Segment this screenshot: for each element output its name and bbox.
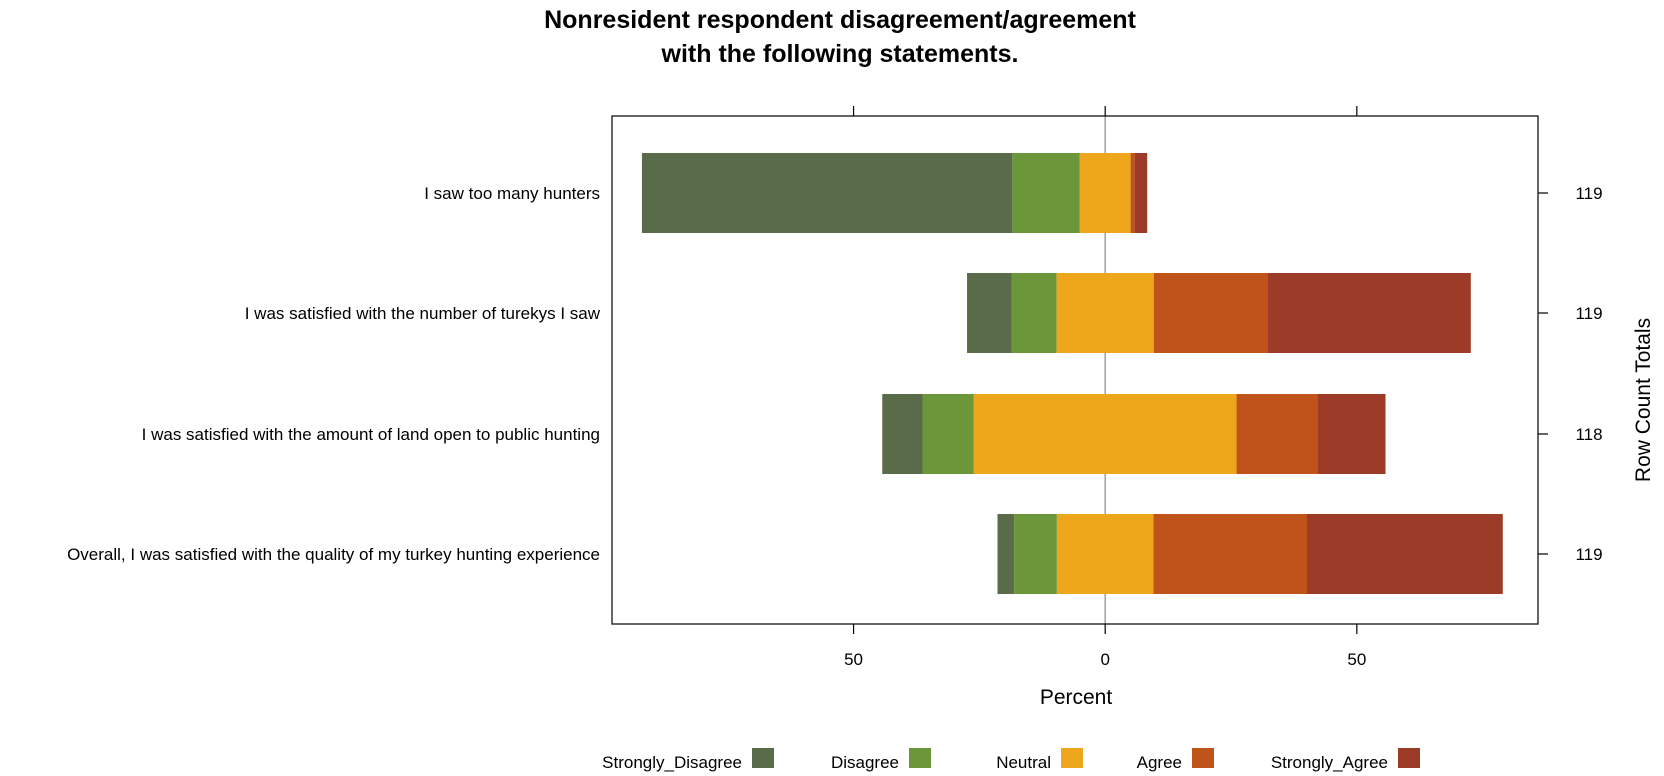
- bar-strongly-disagree-row-2: [967, 273, 1012, 353]
- right-axis-title: Row Count Totals: [1632, 318, 1655, 482]
- legend-label: Agree: [1137, 753, 1182, 772]
- row-total-label: 119: [1575, 184, 1602, 203]
- category-label: I saw too many hunters: [424, 184, 600, 203]
- bar-agree-row-1: [1130, 153, 1135, 233]
- legend-label: Neutral: [996, 753, 1051, 772]
- bar-agree-row-2: [1153, 273, 1269, 353]
- legend-swatch-disagree: [909, 748, 931, 768]
- legend-label: Strongly_Disagree: [602, 753, 742, 772]
- row-total-label: 119: [1575, 304, 1602, 323]
- bar-neutral-row-4: [1056, 514, 1154, 594]
- x-tick-label: 0: [1100, 650, 1109, 669]
- legend-swatch-neutral: [1061, 748, 1083, 768]
- bar-strongly-disagree-row-1: [641, 153, 1013, 233]
- bar-strongly-disagree-row-4: [997, 514, 1015, 594]
- category-label: I was satisfied with the amount of land …: [142, 425, 600, 444]
- bar-strongly-agree-row-1: [1134, 153, 1148, 233]
- x-tick-label: 50: [1347, 650, 1366, 669]
- bar-strongly-agree-row-2: [1268, 273, 1471, 353]
- category-label: I was satisfied with the number of turek…: [245, 304, 601, 323]
- legend-swatch-agree: [1192, 748, 1214, 768]
- bar-strongly-disagree-row-3: [882, 394, 923, 474]
- chart-title-line-2: with the following statements.: [661, 40, 1019, 68]
- plot-frame: [611, 115, 1539, 625]
- bar-disagree-row-3: [922, 394, 974, 474]
- legend: Strongly_Disagree Disagree Neutral Agree Str…: [602, 748, 1420, 772]
- x-tick-label: 50: [844, 650, 863, 669]
- bar-strongly-agree-row-3: [1317, 394, 1386, 474]
- bar-neutral-row-3: [973, 394, 1237, 474]
- chart-title-line-1: Nonresident respondent disagreement/agre…: [544, 6, 1136, 34]
- legend-label: Strongly_Agree: [1271, 753, 1388, 772]
- category-label: Overall, I was satisfied with the qualit…: [67, 545, 600, 564]
- row-total-label: 118: [1575, 425, 1602, 444]
- bar-agree-row-4: [1153, 514, 1308, 594]
- bar-disagree-row-1: [1012, 153, 1080, 233]
- bar-neutral-row-1: [1079, 153, 1131, 233]
- bar-disagree-row-4: [1014, 514, 1057, 594]
- bar-neutral-row-2: [1056, 273, 1154, 353]
- legend-label: Disagree: [831, 753, 899, 772]
- legend-swatch-strongly-disagree: [752, 748, 774, 768]
- bar-strongly-agree-row-4: [1307, 514, 1503, 594]
- bar-agree-row-3: [1236, 394, 1318, 474]
- bar-disagree-row-2: [1011, 273, 1057, 353]
- row-total-label: 119: [1575, 545, 1602, 564]
- plot-area: I saw too many hunters 119 I was satisfied…: [67, 106, 1603, 669]
- legend-swatch-strongly-agree: [1398, 748, 1420, 768]
- x-axis-title: Percent: [1040, 686, 1113, 709]
